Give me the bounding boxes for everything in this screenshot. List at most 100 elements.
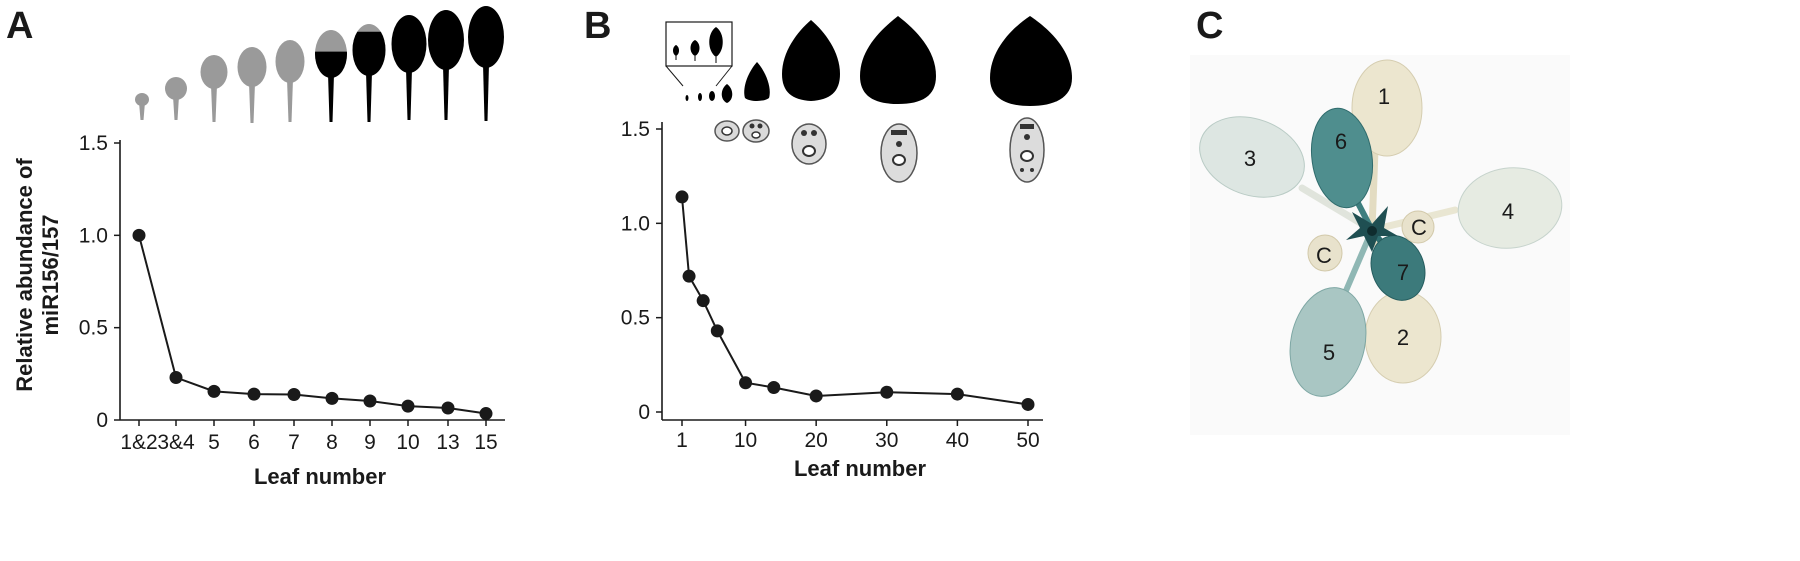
y-tick-label: 1.5 — [79, 132, 108, 155]
y-tick-label: 1.0 — [79, 224, 108, 247]
leaf-silhouette — [315, 30, 347, 122]
rosette-leaf-1 — [1351, 59, 1423, 157]
leaf-label: 7 — [1397, 260, 1409, 285]
leaf-label: C — [1316, 243, 1332, 268]
data-point — [207, 384, 221, 398]
x-ticks: 1&2 3&4 5 6 7 8 9 10 13 15 — [120, 420, 498, 454]
leaf-label: 4 — [1502, 199, 1514, 224]
x-tick-label: 15 — [474, 431, 497, 454]
leaf-silhouette — [352, 24, 386, 122]
rosette-leaf-6 — [1310, 107, 1374, 209]
panel-a: A 0 0.5 1.0 1.5 1&2 3&4 5 6 7 8 9 10 13 15 Leaf numb… — [6, 5, 505, 489]
panel-c-letter: C — [1196, 5, 1223, 47]
leaf-silhouette — [709, 27, 723, 57]
leaf-silhouette — [165, 77, 187, 120]
series-points — [132, 228, 493, 421]
leaf-silhouette — [200, 55, 228, 122]
rosette-cotyledon — [1401, 210, 1435, 244]
cross-section — [1009, 117, 1045, 183]
y-tick-label: 1.0 — [621, 212, 650, 235]
data-point — [479, 407, 493, 421]
data-point — [880, 385, 894, 399]
data-point — [739, 376, 753, 390]
data-point — [247, 387, 261, 401]
x-tick-label: 9 — [364, 431, 376, 454]
data-point — [132, 228, 146, 242]
leaf-silhouette — [990, 16, 1072, 106]
rosette-leaf-3 — [1199, 116, 1305, 198]
y-tick-label: 1.5 — [621, 118, 650, 141]
x-tick-label: 13 — [436, 431, 459, 454]
rosette-photo: 1 2 3 4 5 6 7 C C — [1199, 59, 1563, 397]
data-point — [441, 401, 455, 415]
cross-section — [742, 119, 770, 143]
cross-section — [880, 123, 918, 183]
leaf-silhouette — [135, 93, 149, 120]
rosette-leaf-7 — [1370, 235, 1426, 301]
data-point — [363, 394, 377, 408]
leaf-silhouette — [860, 16, 936, 104]
rosette-leaf-4 — [1457, 167, 1563, 249]
y-tick-label: 0 — [96, 409, 108, 432]
data-point — [325, 391, 339, 405]
leaf-label: C — [1411, 215, 1427, 240]
leaf-silhouette — [428, 10, 464, 120]
panel-a-letter: A — [6, 5, 33, 47]
x-tick-label: 6 — [248, 431, 260, 454]
data-point — [1021, 397, 1035, 411]
x-tick-label: 10 — [396, 431, 419, 454]
leaf-label: 1 — [1378, 84, 1390, 109]
leaf-silhouette — [391, 15, 427, 120]
y-ticks: 0 0.5 1.0 1.5 — [79, 132, 120, 432]
leaf-silhouette — [698, 93, 702, 101]
cross-section-images — [714, 117, 1045, 183]
leaf-silhouette — [721, 84, 733, 103]
cross-section — [791, 123, 827, 165]
leaf-label: 3 — [1244, 146, 1256, 171]
x-tick-label: 30 — [875, 429, 898, 452]
leaf-silhouette — [237, 47, 267, 123]
data-point — [710, 324, 724, 338]
leaf-silhouette — [782, 20, 840, 101]
x-axis-title: Leaf number — [254, 464, 386, 489]
leaf-silhouette-series — [135, 6, 504, 123]
data-point — [169, 371, 183, 385]
x-tick-label: 40 — [946, 429, 969, 452]
panel-c: C — [1190, 5, 1570, 435]
leaf-silhouette — [709, 91, 715, 101]
leaf-silhouette-series — [665, 16, 1072, 106]
leaf-silhouette — [744, 62, 770, 101]
series-points — [675, 190, 1035, 411]
data-point — [767, 380, 781, 394]
x-tick-label: 3&4 — [157, 431, 195, 454]
data-point — [675, 190, 689, 204]
rosette-cotyledon — [1307, 234, 1343, 272]
leaf-label: 2 — [1397, 325, 1409, 350]
rosette-leaf-5 — [1289, 287, 1367, 397]
zoom-box — [665, 21, 733, 67]
data-point — [809, 389, 823, 403]
leaf-silhouette — [685, 95, 689, 101]
data-point — [287, 388, 301, 402]
x-axis-title: Leaf number — [794, 456, 926, 481]
x-tick-label: 20 — [804, 429, 827, 452]
series-line — [138, 235, 487, 415]
data-point — [950, 387, 964, 401]
leaf-silhouette — [275, 40, 305, 122]
y-axis-title-line2: miR156/157 — [38, 214, 63, 335]
x-tick-label: 8 — [326, 431, 338, 454]
y-tick-label: 0.5 — [621, 307, 650, 330]
zoom-line — [715, 65, 733, 87]
leaf-silhouette — [468, 6, 504, 121]
data-point — [401, 399, 415, 413]
leaf-silhouette — [673, 45, 679, 56]
x-tick-label: 1 — [676, 429, 688, 452]
y-ticks: 0 0.5 1.0 1.5 — [621, 118, 662, 424]
y-axis-title-line1: Relative abundance of — [12, 158, 37, 392]
x-tick-label: 50 — [1016, 429, 1039, 452]
leaf-label: 6 — [1335, 129, 1347, 154]
x-tick-label: 10 — [734, 429, 757, 452]
x-tick-label: 7 — [288, 431, 300, 454]
data-point — [696, 294, 710, 308]
